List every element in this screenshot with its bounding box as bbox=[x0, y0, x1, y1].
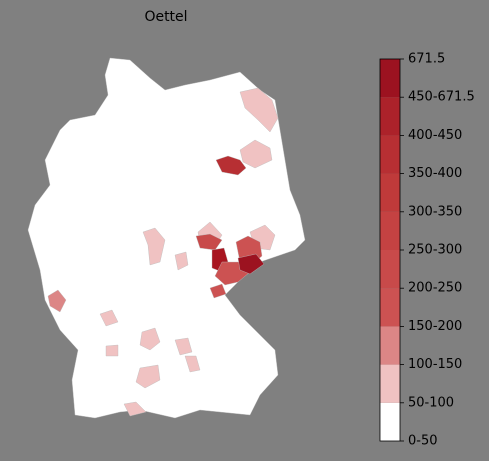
colorbar-label: 250-300 bbox=[408, 243, 462, 258]
colorbar-segment bbox=[380, 250, 400, 289]
colorbar-segment bbox=[380, 211, 400, 250]
region bbox=[123, 401, 147, 417]
colorbar-label: 0-50 bbox=[408, 434, 438, 449]
region bbox=[174, 251, 189, 271]
region bbox=[135, 364, 161, 389]
colorbar-label: 200-250 bbox=[408, 281, 462, 296]
colorbar-label: 150-200 bbox=[408, 319, 462, 334]
region bbox=[195, 233, 223, 251]
colorbar-segment bbox=[380, 326, 400, 365]
region bbox=[239, 139, 273, 169]
region bbox=[237, 253, 265, 275]
colorbar-label: 300-350 bbox=[408, 204, 462, 219]
colorbar-segment bbox=[380, 364, 400, 403]
colorbar-label: 100-150 bbox=[408, 357, 462, 372]
colorbar-segment bbox=[380, 59, 400, 98]
germany-map bbox=[27, 57, 306, 419]
colorbar-segment bbox=[380, 135, 400, 174]
region bbox=[215, 155, 247, 176]
colorbar-label: 450-671.5 bbox=[408, 90, 475, 105]
region bbox=[99, 309, 119, 327]
colorbar-label: 671.5 bbox=[408, 52, 445, 67]
region bbox=[105, 344, 119, 357]
colorbar-label: 400-450 bbox=[408, 128, 462, 143]
region bbox=[239, 87, 279, 133]
colorbar-segment bbox=[380, 402, 400, 441]
colorbar-label: 350-400 bbox=[408, 166, 462, 181]
region bbox=[142, 227, 166, 266]
region bbox=[174, 337, 193, 356]
region bbox=[184, 355, 201, 373]
colorbar-label: 50-100 bbox=[408, 395, 454, 410]
region bbox=[47, 289, 67, 313]
region bbox=[209, 283, 227, 299]
region bbox=[139, 327, 161, 351]
colorbar-segment bbox=[380, 288, 400, 327]
colorbar: 0-50 50-100 100-150 150-200 200-250 250-300 30… bbox=[379, 52, 475, 449]
colorbar-segment bbox=[380, 97, 400, 136]
colorbar-segment bbox=[380, 173, 400, 212]
map-title: Oettel bbox=[144, 9, 187, 25]
country-outline bbox=[27, 57, 306, 419]
